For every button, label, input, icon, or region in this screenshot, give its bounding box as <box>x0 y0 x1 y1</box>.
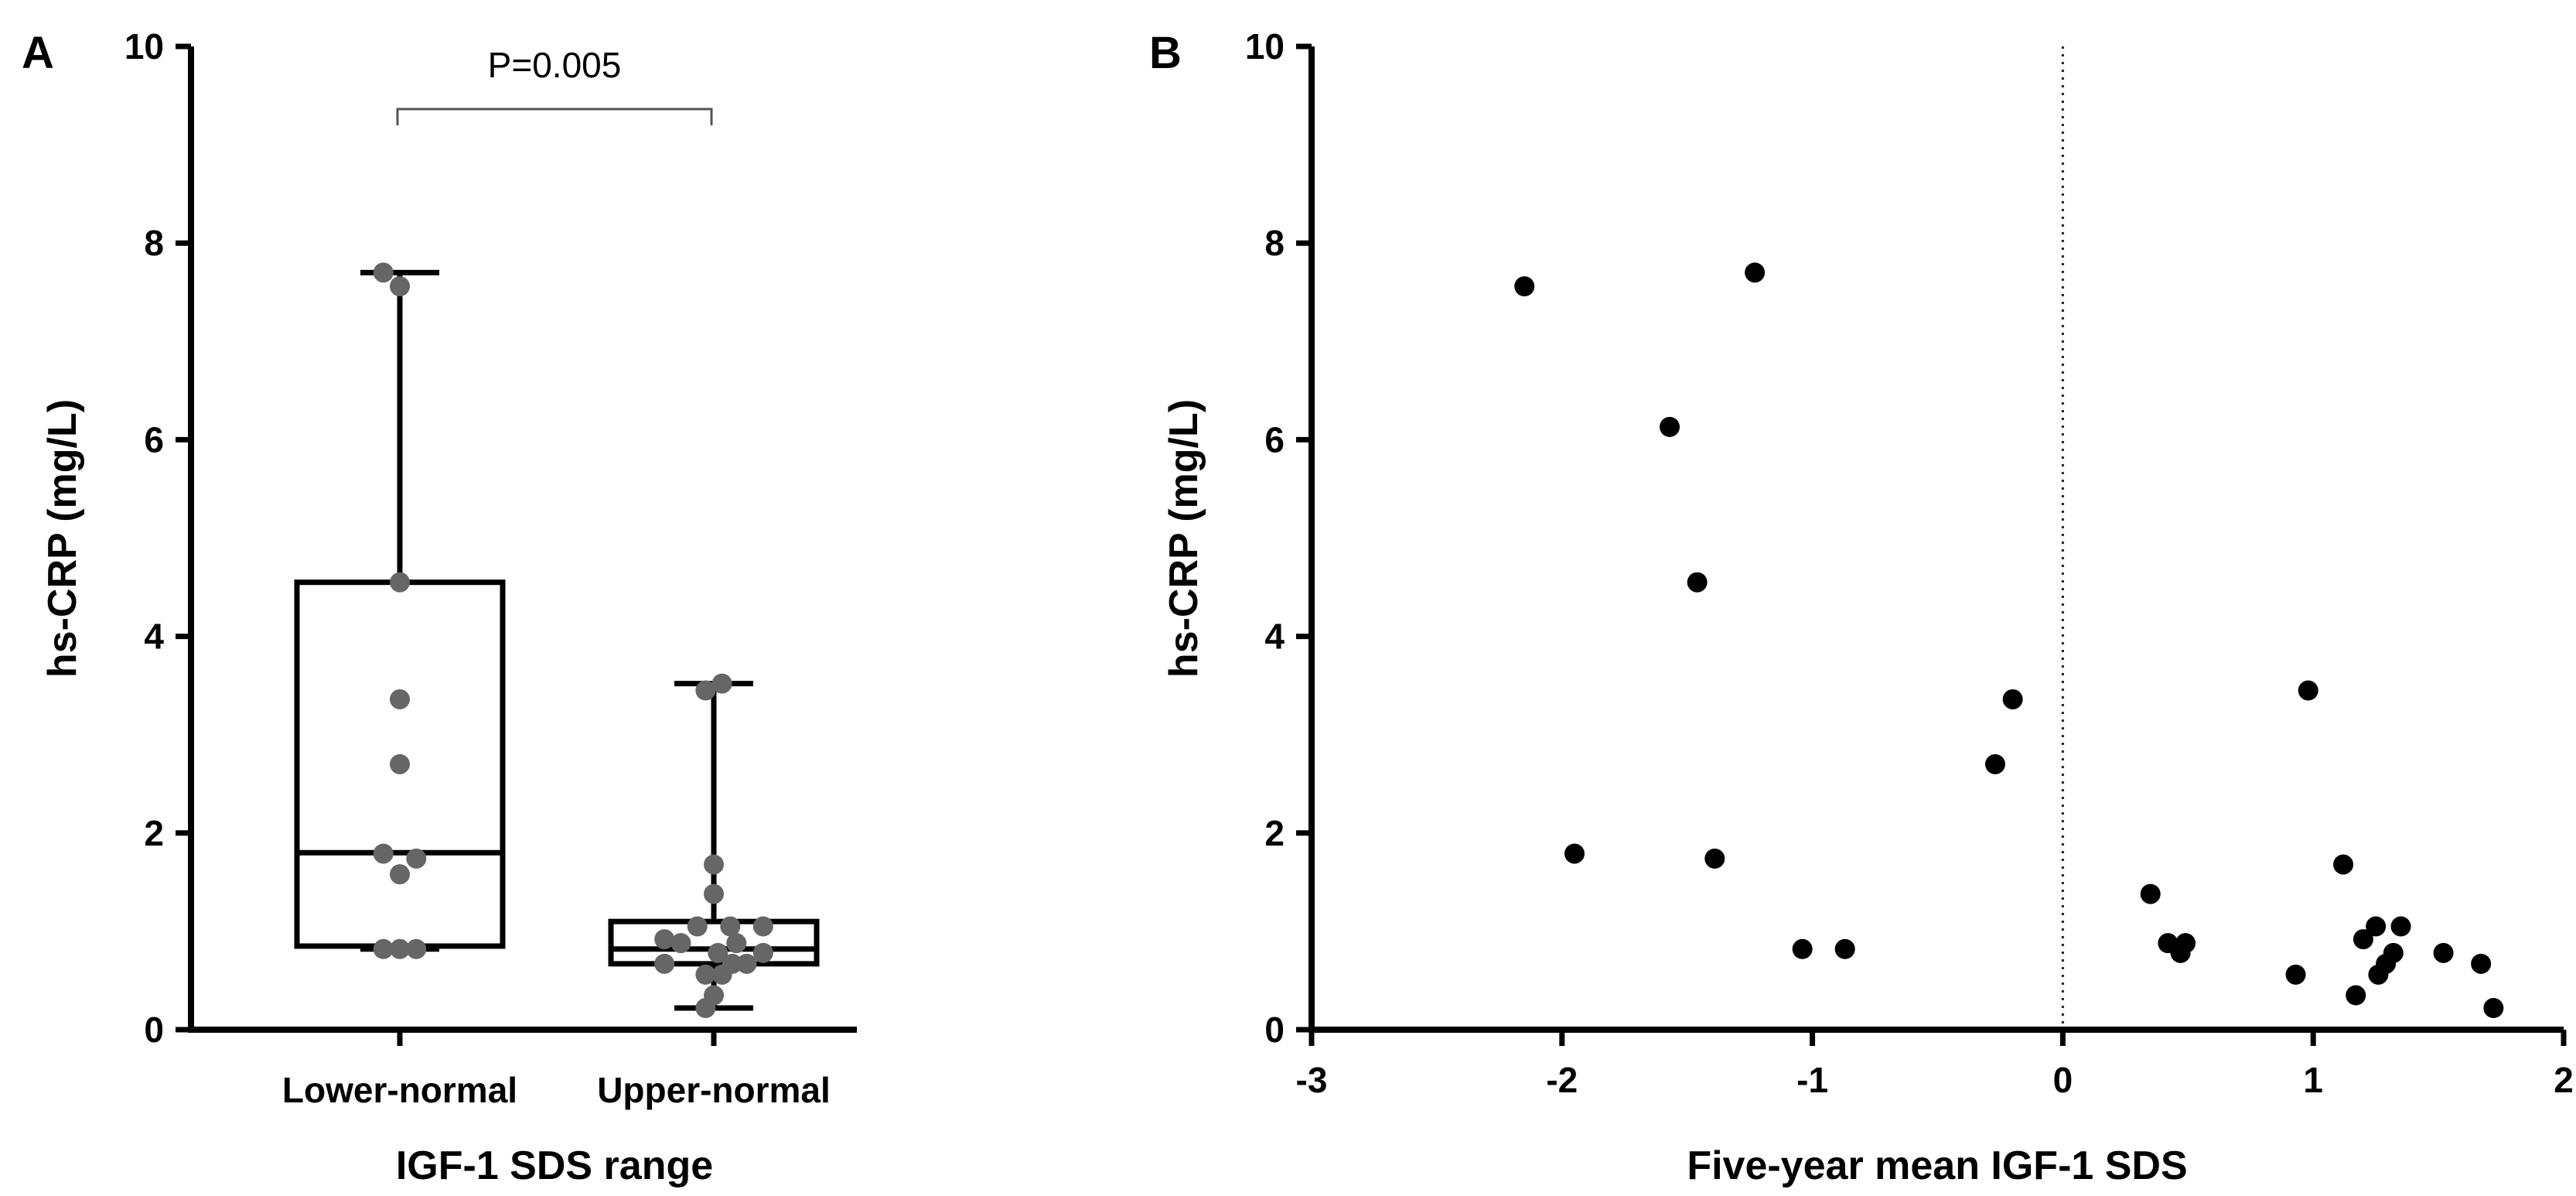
data-point-upper-normal <box>720 916 741 937</box>
data-point-upper-normal <box>736 953 757 974</box>
scatter-point <box>1514 276 1535 297</box>
p-value-label: P=0.005 <box>488 45 622 85</box>
significance-bracket <box>396 108 713 125</box>
scatter-point <box>2285 964 2306 985</box>
scatter-point <box>2170 942 2191 963</box>
b-x-tick-label: -3 <box>1296 1060 1328 1100</box>
data-point-upper-normal <box>752 942 773 963</box>
data-point-upper-normal <box>695 680 716 701</box>
data-point-upper-normal <box>670 933 691 954</box>
a-y-tick-label: 4 <box>144 617 164 657</box>
data-point-lower-normal <box>390 572 410 593</box>
data-point-lower-normal <box>373 938 394 959</box>
data-point-upper-normal <box>708 942 728 963</box>
data-point-lower-normal <box>390 276 410 297</box>
a-category-label-lower-normal: Lower-normal <box>282 1070 517 1110</box>
scatter-point <box>2483 998 2504 1019</box>
b-x-tick-label: -1 <box>1796 1060 1828 1100</box>
data-point-lower-normal <box>406 848 427 869</box>
data-point-upper-normal <box>711 964 732 985</box>
scatter-point <box>2002 689 2023 709</box>
b-x-tick-label: 1 <box>2303 1060 2323 1100</box>
scatter-point <box>2333 854 2354 875</box>
scatter-point <box>1564 843 1585 864</box>
panel-b-letter: B <box>1149 28 1182 78</box>
scatter-point <box>2353 929 2373 950</box>
scatter-point <box>1834 938 1855 959</box>
scatter-point <box>1984 753 2005 774</box>
b-x-tick-label: 2 <box>2554 1060 2574 1100</box>
panel-b: B 0 2 4 6 8 10 -3 -2 -1 0 1 2 Five-year mean IGF-1 … <box>1149 26 2574 1188</box>
data-point-lower-normal <box>390 689 410 709</box>
data-point-upper-normal <box>711 673 732 694</box>
scatter-point <box>2390 916 2411 937</box>
scatter-point <box>1792 938 1813 959</box>
a-y-tick-label: 2 <box>144 813 164 853</box>
scatter-point <box>2368 964 2389 985</box>
panel-a-letter: A <box>22 28 54 78</box>
data-point-upper-normal <box>687 916 708 937</box>
a-y-tick-label: 10 <box>125 26 164 67</box>
b-x-tick-label: 0 <box>2053 1060 2073 1100</box>
data-point-upper-normal <box>752 916 773 937</box>
b-y-tick-label: 4 <box>1264 617 1285 657</box>
data-point-lower-normal <box>373 843 394 864</box>
a-y-tick-label: 0 <box>144 1010 164 1050</box>
data-point-lower-normal <box>390 938 410 959</box>
b-y-tick-label: 8 <box>1264 223 1285 263</box>
b-y-tick-label: 2 <box>1264 813 1285 853</box>
scatter-point <box>2433 942 2454 963</box>
data-point-upper-normal <box>704 883 724 904</box>
scatter-point <box>2366 916 2387 937</box>
b-x-tick-label: -2 <box>1546 1060 1578 1100</box>
data-point-upper-normal <box>654 929 675 950</box>
scatter-point <box>2298 680 2318 701</box>
scatter-point <box>1660 416 1680 437</box>
b-y-tick-label: 10 <box>1245 26 1285 67</box>
a-x-axis-title: IGF-1 SDS range <box>396 1143 713 1188</box>
data-point-upper-normal <box>704 854 724 875</box>
data-point-upper-normal <box>695 998 716 1019</box>
panel-a: A 0 2 4 6 8 10 P=0.005 Lower-normal Upper-nor… <box>22 26 857 1188</box>
b-y-tick-label: 6 <box>1264 419 1285 460</box>
b-x-axis-title: Five-year mean IGF-1 SDS <box>1687 1143 2187 1188</box>
scatter-point <box>2346 985 2366 1006</box>
b-y-axis-title: hs-CRP (mg/L) <box>1162 399 1206 678</box>
data-point-upper-normal <box>726 933 747 954</box>
a-y-tick-label: 6 <box>144 419 164 460</box>
scatter-point <box>1745 262 1766 283</box>
data-point-lower-normal <box>406 938 427 959</box>
scatter-point <box>1687 572 1708 593</box>
scatter-point <box>2140 883 2161 904</box>
data-point-upper-normal <box>654 953 675 974</box>
a-y-axis-title: hs-CRP (mg/L) <box>40 399 85 678</box>
a-category-label-upper-normal: Upper-normal <box>597 1070 831 1110</box>
b-y-tick-label: 0 <box>1264 1010 1285 1050</box>
data-point-upper-normal <box>695 964 716 985</box>
data-point-lower-normal <box>373 262 394 283</box>
a-y-tick-label: 8 <box>144 223 164 263</box>
scatter-point <box>1704 848 1725 869</box>
data-point-lower-normal <box>390 864 410 885</box>
data-point-lower-normal <box>390 753 410 774</box>
scatter-point <box>2471 953 2492 974</box>
